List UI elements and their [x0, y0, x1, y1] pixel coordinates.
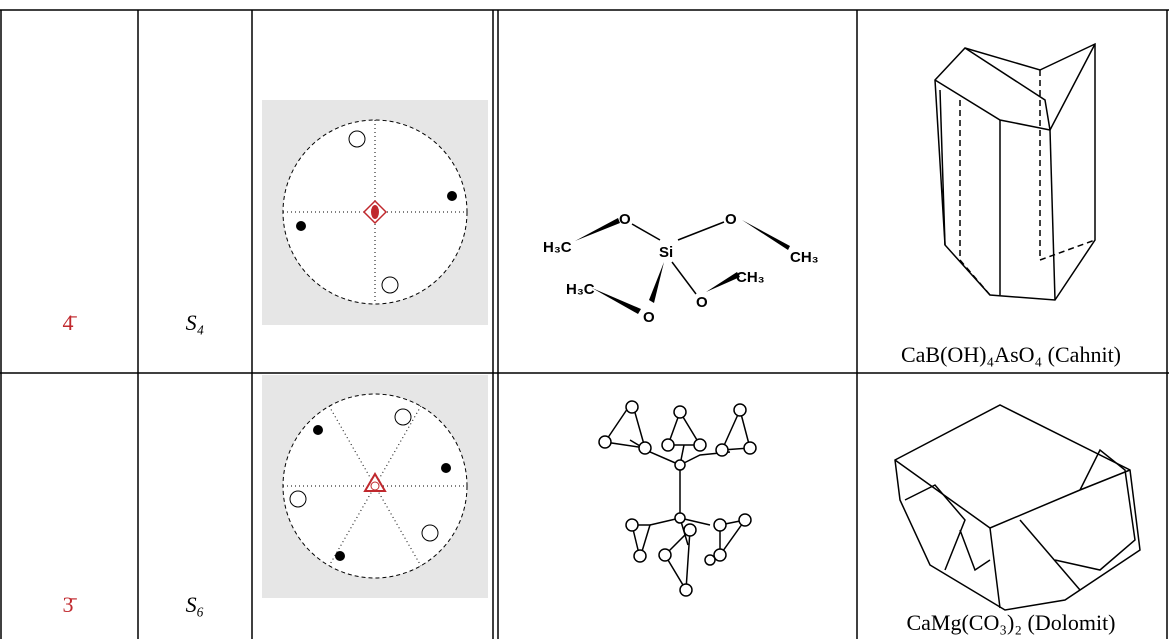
atom-label: Si	[659, 244, 673, 261]
mineral: CaMg(CO₃)₂ (Dolomit)	[906, 610, 1115, 635]
stereogram	[262, 375, 488, 598]
schoenflies: S₆	[186, 592, 205, 617]
point-group: 4̄	[63, 310, 78, 335]
atom-label: CH₃	[736, 269, 765, 286]
atom-label: O	[725, 211, 737, 228]
crystal	[934, 42, 1096, 301]
atom-label: H₃C	[566, 281, 595, 298]
crystal	[894, 404, 1141, 611]
point-group: 3̄	[63, 592, 78, 617]
schoenflies: S₄	[186, 310, 205, 335]
mineral: CaB(OH)₄AsO₄ (Cahnit)	[901, 342, 1121, 367]
stereogram	[262, 100, 488, 325]
atom-label: O	[643, 309, 655, 326]
molecule	[598, 400, 757, 597]
atom-label: CH₃	[790, 249, 819, 266]
atom-label: O	[696, 294, 708, 311]
molecule: H₃C O Si O CH₃ H₃C O O CH₃	[543, 211, 819, 326]
atom-label: O	[619, 211, 631, 228]
grid	[0, 9, 1169, 639]
atom-label: H₃C	[543, 239, 572, 256]
